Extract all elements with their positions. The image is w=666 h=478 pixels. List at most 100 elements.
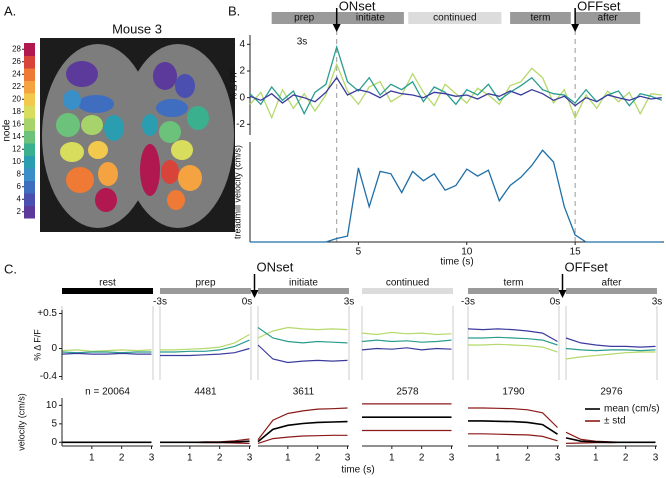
segment-bar [468, 288, 559, 294]
node-region [63, 90, 81, 110]
colorbar-tick-label: 26 [12, 57, 21, 66]
x-tick-label: 15 [570, 247, 582, 258]
time-label: 3s [652, 297, 663, 308]
segment-bar [566, 288, 657, 294]
event-label: OFFset [565, 259, 609, 274]
dff-trace [61, 349, 152, 352]
event-arrowhead [571, 24, 580, 32]
x-axis-label: time (s) [440, 257, 473, 268]
x-tick-label: 2 [525, 453, 531, 464]
dff-trace [361, 331, 452, 336]
node-region [159, 121, 181, 143]
colorbar-tick-label: 14 [12, 132, 21, 141]
y-tick-label: +0.5 [37, 308, 57, 319]
colorbar-band [24, 205, 35, 219]
colorbar-tick-label: 18 [12, 107, 21, 116]
colorbar-tick-label: 10 [12, 157, 21, 166]
x-tick-label: 2 [119, 453, 125, 464]
segment-title: after [601, 278, 622, 289]
line [249, 44, 663, 116]
mean-line [257, 420, 348, 443]
colorbar-tick-label: 22 [12, 82, 21, 91]
x-tick-label: 3 [653, 453, 659, 464]
node-region [167, 190, 185, 210]
node-region [171, 140, 193, 160]
line [250, 149, 662, 243]
y-tick-label: 5 [51, 418, 57, 429]
count-label: 4481 [194, 387, 217, 398]
event-label: ONset [339, 0, 376, 13]
node-region [161, 160, 179, 184]
mean-line [160, 440, 250, 444]
node-region [104, 115, 124, 141]
dff-trace [565, 347, 656, 352]
time-label: -3s [461, 297, 475, 308]
std-lower [257, 434, 348, 444]
colorbar-band [24, 118, 35, 131]
node-region [153, 62, 177, 90]
event-label: ONset [257, 259, 294, 274]
image-title: Mouse 3 [112, 21, 162, 36]
panel-label: A. [4, 3, 16, 18]
phase-bar [271, 12, 337, 24]
colorbar-band [24, 68, 35, 81]
y-axis-label: % Δ F/F [32, 329, 42, 361]
node-region [140, 144, 160, 196]
segment-bar [160, 288, 251, 294]
y-axis-label: treadmill velocity (cm/s) [232, 145, 242, 239]
dff-trace [257, 344, 348, 364]
colorbar-band [24, 80, 35, 94]
y-tick-label: 0 [239, 92, 245, 103]
mean-line [565, 437, 656, 444]
colorbar-label: node [2, 119, 13, 142]
x-tick-label: 3 [449, 453, 455, 464]
node-region [95, 188, 117, 212]
legend-label: ± std [604, 416, 626, 427]
x-tick-label: 10 [461, 247, 473, 258]
count-label: 1790 [502, 387, 525, 398]
x-tick-label: 1 [285, 453, 291, 464]
time-label: 0s [550, 297, 561, 308]
node-region [78, 95, 114, 113]
dff-trace [160, 339, 250, 353]
x-tick-label: 1 [89, 453, 95, 464]
phase-bar [336, 12, 404, 24]
count-label: 2976 [600, 387, 623, 398]
node-region [81, 115, 103, 135]
dff-trace [361, 339, 452, 343]
x-tick-label: 5 [356, 247, 362, 258]
x-tick-label: 2 [315, 453, 321, 464]
count-label: n = 20064 [85, 387, 130, 398]
event-arrowhead [558, 290, 567, 298]
segment-title: rest [99, 278, 116, 289]
x-tick-label: 1 [593, 453, 599, 464]
colorbar-band [24, 105, 35, 119]
x-axis-label: time (s) [341, 465, 374, 476]
node-region [98, 162, 118, 186]
colorbar-tick-label: 28 [12, 44, 21, 53]
segment-title: initiate [289, 278, 318, 289]
dff-trace [361, 347, 452, 351]
count-label: 3611 [293, 387, 315, 398]
dff-trace [565, 337, 656, 348]
x-tick-label: 1 [187, 453, 193, 464]
colorbar-band [24, 168, 35, 181]
y-tick-label: -0.4 [40, 371, 58, 382]
phase-label: continued [433, 13, 476, 24]
legend-label: mean (cm/s) [604, 404, 660, 415]
event-arrowhead [250, 290, 259, 298]
colorbar-tick-label: 8 [17, 169, 22, 178]
dff-trace [160, 347, 250, 357]
colorbar-tick-label: 2 [17, 207, 22, 216]
colorbar-tick-label: 4 [17, 194, 22, 203]
brain-image [40, 38, 235, 232]
segment-title: continued [386, 278, 429, 289]
annotation: 3s [297, 37, 308, 48]
x-tick-label: 3 [247, 453, 253, 464]
colorbar-tick-label: 6 [17, 182, 22, 191]
phase-label: initiate [356, 13, 385, 24]
colorbar-band [24, 93, 35, 106]
std-lower [468, 433, 558, 442]
dff-trace [468, 336, 558, 346]
